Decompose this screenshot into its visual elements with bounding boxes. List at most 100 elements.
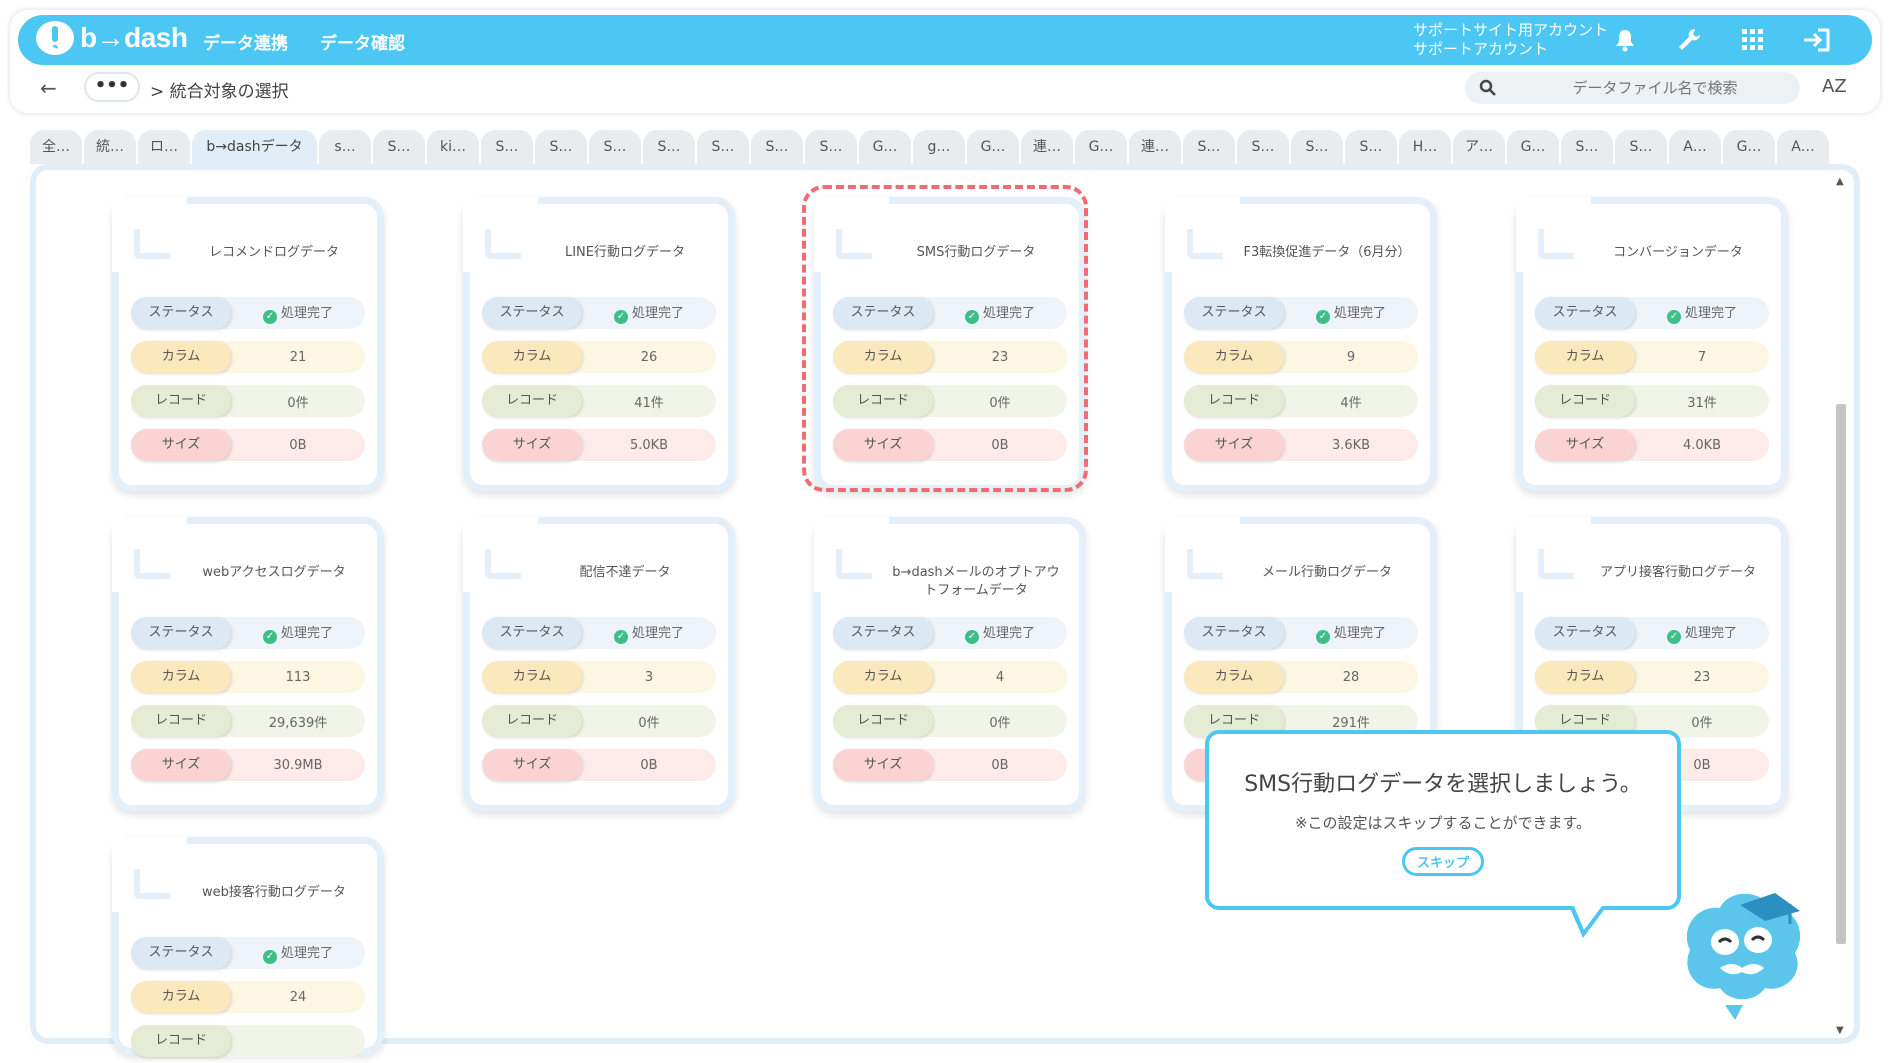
tab-7[interactable]: S… [481,130,533,164]
tab-25[interactable]: ア… [1453,130,1505,164]
row-value: ✓ 処理完了 [582,302,716,324]
top-bar: b→dash データ連携 データ確認 サポートサイト用アカウント サポートアカウ… [18,15,1872,65]
tab-18[interactable]: G… [1075,130,1127,164]
grid-icon[interactable] [1738,25,1768,55]
nav-data-check[interactable]: データ確認 [320,34,405,54]
tab-31[interactable]: A… [1777,130,1829,164]
card-row-column: カラム 24 [131,981,365,1013]
file-corner-icon [1516,517,1591,592]
tab-21[interactable]: S… [1237,130,1289,164]
account-info[interactable]: サポートサイト用アカウント サポートアカウント [1413,21,1608,59]
row-label: ステータス [131,617,231,649]
tab-16[interactable]: G… [967,130,1019,164]
tab-26[interactable]: G… [1507,130,1559,164]
scrollbar[interactable]: ▲ ▼ [1834,176,1848,1036]
tab-2[interactable]: ロ… [138,130,190,164]
row-label: ステータス [1184,617,1284,649]
mascot-icon [1670,880,1810,1020]
row-label: レコード [131,705,231,737]
tab-22[interactable]: S… [1291,130,1343,164]
row-value: 291件 [1332,715,1370,731]
data-card[interactable]: web接客行動ログデータ ステータス ✓ 処理完了 カラム 24 レコード [112,837,384,1057]
sort-az-icon[interactable]: AZ [1822,76,1847,97]
card-row-record: レコード 0件 [833,705,1067,737]
logo[interactable]: b→dash [36,21,188,55]
data-card[interactable]: レコメンドログデータ ステータス ✓ 処理完了 カラム 21 レコード 0件 サイズ 0B [112,197,384,492]
row-value: 23 [991,349,1009,365]
row-value: ✓ 処理完了 [933,302,1067,324]
tab-19[interactable]: 連… [1129,130,1181,164]
search-box[interactable] [1465,72,1800,104]
tab-0[interactable]: 全… [30,130,82,164]
tab-10[interactable]: S… [643,130,695,164]
wrench-icon[interactable] [1674,25,1704,55]
row-value: ✓ 処理完了 [582,622,716,644]
row-label: カラム [131,341,231,373]
nav-data-integration[interactable]: データ連携 [203,34,288,54]
tab-8[interactable]: S… [535,130,587,164]
tab-28[interactable]: S… [1615,130,1667,164]
card-row-status: ステータス ✓ 処理完了 [1535,297,1769,329]
logo-bubble-icon [36,21,74,55]
data-card[interactable]: b→dashメールのオプトアウトフォームデータ ステータス ✓ 処理完了 カラム 4 レコー… [814,517,1086,812]
row-value: 3.6KB [1331,437,1371,453]
search-icon [1479,79,1496,96]
row-label: サイズ [131,749,231,781]
row-value: 5.0KB [629,437,669,453]
row-label: レコード [131,385,231,417]
breadcrumb-more-button[interactable]: ••• [84,72,140,102]
row-label: レコード [833,705,933,737]
back-arrow-icon[interactable]: ← [40,76,57,100]
logout-icon[interactable] [1802,25,1832,55]
tab-29[interactable]: A… [1669,130,1721,164]
account-name: サポートアカウント [1413,40,1549,58]
main-nav: データ連携 データ確認 [203,29,405,54]
card-row-record: レコード [131,1025,365,1057]
card-row-status: ステータス ✓ 処理完了 [1535,617,1769,649]
tab-14[interactable]: G… [859,130,911,164]
card-row-record: レコード 4件 [1184,385,1418,417]
tab-20[interactable]: S… [1183,130,1235,164]
data-card[interactable]: LINE行動ログデータ ステータス ✓ 処理完了 カラム 26 レコード 41件 サイズ 5.0K… [463,197,735,492]
tab-15[interactable]: g… [913,130,965,164]
tab-6[interactable]: ki… [427,130,479,164]
file-corner-icon [112,517,187,592]
tab-17[interactable]: 連… [1021,130,1073,164]
data-card[interactable]: webアクセスログデータ ステータス ✓ 処理完了 カラム 113 レコード 29,639件サ… [112,517,384,812]
tab-4[interactable]: s… [319,130,371,164]
data-card[interactable]: 配信不達データ ステータス ✓ 処理完了 カラム 3 レコード 0件 サイズ 0B [463,517,735,812]
data-card[interactable]: コンバージョンデータ ステータス ✓ 処理完了 カラム 7 レコード 31件 サイズ 4.0KB [1516,197,1788,492]
card-row-column: カラム 28 [1184,661,1418,693]
tab-13[interactable]: S… [805,130,857,164]
tab-9[interactable]: S… [589,130,641,164]
check-icon: ✓ [964,630,979,644]
row-label: カラム [833,661,933,693]
row-label: レコード [1535,385,1635,417]
card-row-record: レコード 29,639件 [131,705,365,737]
row-label: サイズ [1535,429,1635,461]
tab-30[interactable]: G… [1723,130,1775,164]
row-value: ✓ 処理完了 [1284,622,1418,644]
bell-icon[interactable] [1610,25,1640,55]
scroll-thumb[interactable] [1836,404,1846,944]
tab-23[interactable]: S… [1345,130,1397,164]
tab-27[interactable]: S… [1561,130,1613,164]
scroll-down-icon[interactable]: ▼ [1836,1025,1844,1036]
row-value: ✓ 処理完了 [231,942,365,964]
tab-24[interactable]: H… [1399,130,1451,164]
card-row-status: ステータス ✓ 処理完了 [131,937,365,969]
tab-1[interactable]: 統… [84,130,136,164]
data-card[interactable]: SMS行動ログデータ ステータス ✓ 処理完了 カラム 23 レコード 0件 サイズ 0B [814,197,1086,492]
data-card[interactable]: F3転換促進データ（6月分） ステータス ✓ 処理完了 カラム 9 レコード 4件 サイズ 3.6… [1165,197,1437,492]
check-icon: ✓ [964,310,979,324]
scroll-up-icon[interactable]: ▲ [1836,176,1844,187]
tab-12[interactable]: S… [751,130,803,164]
row-value: 0件 [287,395,309,411]
tab-3[interactable]: b→dashデータ [192,130,317,164]
tab-5[interactable]: S… [373,130,425,164]
tab-11[interactable]: S… [697,130,749,164]
check-icon: ✓ [262,950,277,964]
search-input[interactable] [1525,76,1785,100]
row-label: ステータス [482,617,582,649]
skip-button[interactable]: スキップ [1401,847,1484,876]
